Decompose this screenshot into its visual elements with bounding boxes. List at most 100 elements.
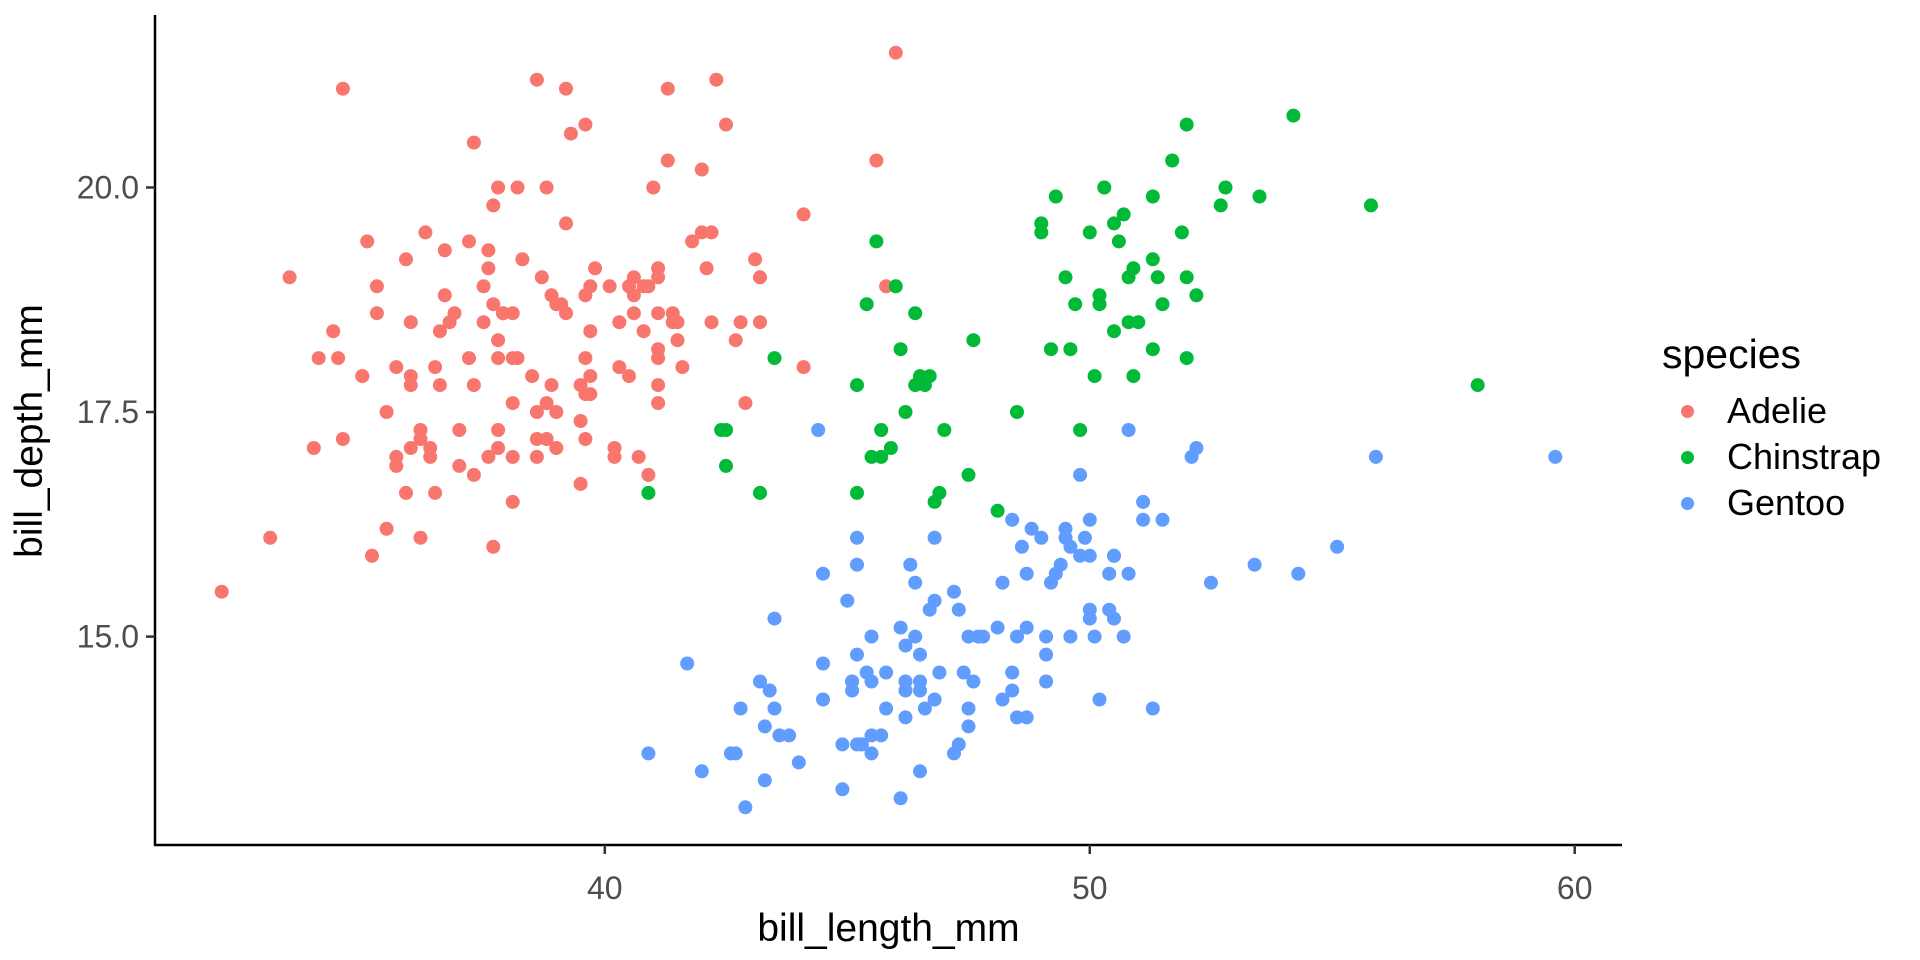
data-point-adelie [311, 351, 326, 366]
data-point-adelie [583, 369, 598, 384]
data-point-chinstrap [1121, 315, 1136, 330]
data-point-adelie [263, 530, 278, 545]
data-point-adelie [306, 441, 321, 455]
data-point-chinstrap [1213, 198, 1228, 213]
data-point-adelie [578, 351, 593, 366]
data-point-adelie [626, 270, 641, 285]
y-tick-label: 17.5 [77, 394, 139, 430]
adelie-dot-icon [1681, 404, 1694, 418]
data-point-gentoo [1019, 566, 1034, 581]
data-point-gentoo [782, 728, 797, 743]
data-point-adelie [335, 432, 350, 446]
data-point-gentoo [966, 674, 981, 689]
data-point-gentoo [995, 575, 1010, 590]
data-point-adelie [796, 207, 811, 222]
data-point-adelie [549, 405, 564, 419]
y-axis-title: bill_depth_mm [8, 304, 51, 558]
data-point-adelie [544, 378, 559, 393]
data-point-adelie [651, 351, 666, 366]
data-point-gentoo [1005, 665, 1020, 680]
data-point-gentoo [767, 611, 782, 626]
x-tick-label: 50 [1072, 870, 1108, 906]
data-point-gentoo [932, 665, 947, 680]
data-point-adelie [481, 243, 496, 258]
data-point-chinstrap [961, 467, 976, 482]
data-point-adelie [399, 485, 413, 500]
data-point-adelie [491, 351, 506, 366]
data-point-gentoo [728, 746, 743, 761]
data-point-adelie [481, 449, 496, 464]
data-point-gentoo [772, 728, 787, 743]
data-point-adelie [583, 387, 598, 402]
data-point-adelie [529, 449, 544, 464]
data-point-gentoo [1121, 566, 1136, 581]
data-point-gentoo [927, 593, 942, 608]
data-point-gentoo [840, 593, 855, 608]
data-point-gentoo [961, 629, 976, 644]
data-point-adelie [559, 81, 573, 96]
data-point-gentoo [864, 629, 879, 644]
data-point-adelie [437, 243, 452, 258]
data-point-adelie [486, 198, 501, 213]
data-point-adelie [369, 306, 384, 321]
data-point-adelie [360, 234, 375, 249]
data-point-gentoo [898, 683, 913, 698]
data-point-chinstrap [850, 485, 864, 500]
data-point-gentoo [1019, 710, 1034, 725]
data-point-gentoo [1330, 539, 1345, 554]
data-point-adelie [491, 180, 506, 195]
data-point-chinstrap [908, 378, 923, 393]
data-point-adelie [432, 378, 447, 393]
data-point-adelie [529, 72, 544, 87]
data-point-chinstrap [1087, 369, 1102, 384]
data-point-gentoo [1087, 629, 1102, 644]
data-point-gentoo [1024, 521, 1039, 536]
data-point-gentoo [893, 791, 908, 806]
data-point-adelie [646, 180, 661, 195]
data-point-gentoo [1073, 548, 1088, 563]
data-point-adelie [389, 449, 404, 464]
data-point-adelie [491, 333, 506, 348]
data-point-gentoo [733, 701, 748, 716]
data-point-gentoo [951, 602, 966, 617]
data-point-gentoo [816, 692, 830, 707]
data-point-chinstrap [1044, 342, 1058, 357]
data-point-adelie [660, 153, 675, 168]
data-point-chinstrap [1107, 324, 1121, 339]
data-point-adelie [704, 315, 719, 330]
data-point-gentoo [1136, 512, 1151, 527]
data-point-adelie [403, 378, 418, 393]
data-point-adelie [466, 135, 481, 150]
data-point-adelie [452, 423, 467, 437]
data-point-chinstrap [859, 297, 874, 312]
data-point-chinstrap [922, 369, 937, 384]
data-point-adelie [602, 279, 617, 294]
data-point-adelie [636, 279, 651, 294]
data-point-chinstrap [1286, 108, 1301, 123]
data-point-adelie [748, 252, 763, 267]
data-point-gentoo [995, 692, 1010, 707]
data-point-adelie [641, 467, 656, 482]
data-point-gentoo [1082, 512, 1097, 527]
data-point-gentoo [898, 638, 913, 653]
legend-label-gentoo: Gentoo [1727, 482, 1846, 523]
data-point-adelie [505, 306, 520, 321]
data-point-gentoo [1010, 710, 1024, 725]
data-point-gentoo [1291, 566, 1306, 581]
data-point-adelie [753, 270, 767, 285]
data-point-chinstrap [893, 342, 908, 357]
data-point-gentoo [1039, 629, 1054, 644]
data-point-adelie [583, 279, 598, 294]
data-point-gentoo [1039, 674, 1054, 689]
data-point-gentoo [864, 674, 879, 689]
data-point-adelie [651, 261, 666, 276]
data-point-gentoo [850, 647, 864, 662]
data-point-adelie [578, 432, 593, 446]
data-point-gentoo [762, 683, 777, 698]
legend-title: species [1662, 331, 1802, 377]
data-point-adelie [428, 485, 443, 500]
data-point-chinstrap [641, 485, 656, 500]
data-point-adelie [559, 306, 573, 321]
data-point-gentoo [850, 557, 864, 572]
